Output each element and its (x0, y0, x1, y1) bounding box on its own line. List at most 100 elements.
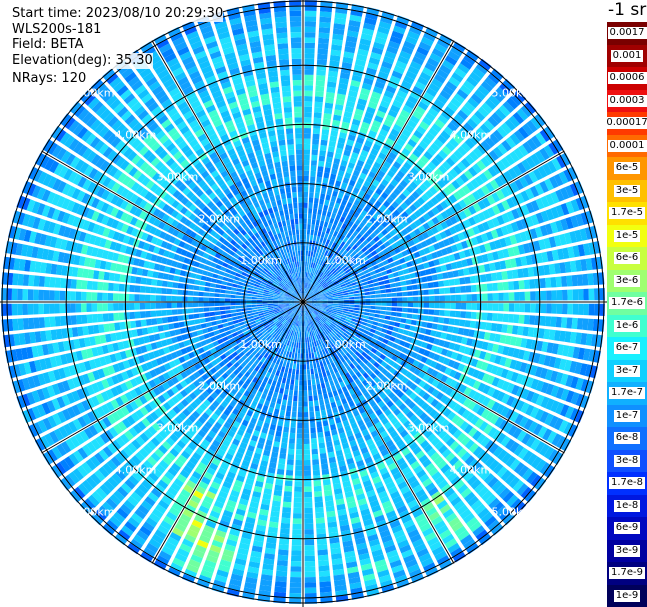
ray-cell (352, 4, 364, 7)
ray-cell (352, 360, 359, 367)
ray-cell (178, 321, 185, 328)
ray-cell (494, 333, 501, 343)
ray-cell (324, 167, 331, 174)
ray-cell (286, 459, 294, 466)
ray-cell (325, 270, 331, 276)
ray-cell (307, 218, 312, 225)
ray-cell (534, 150, 546, 163)
ray-cells (1, 0, 605, 604)
ray-cell (377, 336, 384, 342)
ray-cell (405, 319, 412, 325)
ray-cell (344, 144, 353, 152)
ray-cell (365, 12, 378, 21)
ray-cell (514, 292, 520, 301)
ray-cell (354, 296, 360, 299)
ray-cell (445, 208, 454, 217)
ray-cell (320, 404, 326, 411)
ray-cell (317, 43, 329, 50)
ray-cell (461, 409, 471, 419)
ray-cell (466, 118, 478, 129)
ray-cell (337, 331, 343, 337)
ray-cell (303, 396, 308, 402)
ray-cell (377, 224, 385, 232)
ray-cell (440, 264, 447, 272)
ray-cell (579, 411, 585, 424)
ray-cell (465, 285, 472, 293)
ray-cell (480, 274, 487, 283)
ray-cell (287, 400, 292, 407)
ray-cell (496, 271, 503, 281)
ray-cell (173, 322, 180, 329)
ray-cell (372, 404, 380, 412)
ray-cell (464, 276, 471, 284)
ray-cell (322, 274, 327, 280)
ray-cell (108, 323, 116, 332)
ray-cell (476, 312, 483, 320)
ray-cell (388, 237, 395, 245)
ray-cell (549, 176, 559, 189)
ray-cell (317, 209, 322, 215)
ray-cell (319, 259, 324, 266)
ray-cell (375, 156, 384, 165)
ray-cell (340, 327, 346, 332)
ray-cell (103, 323, 110, 333)
ray-cell (482, 303, 488, 311)
ray-cell (193, 313, 200, 319)
ray-cell (285, 383, 290, 390)
ray-cell (414, 81, 426, 91)
ray-cell (407, 30, 420, 41)
ray-cell (366, 323, 373, 328)
ray-cell (403, 433, 412, 443)
ray-cell (304, 128, 311, 134)
ray-cell (334, 152, 342, 160)
ray-cell (383, 119, 393, 128)
ray-cell (411, 190, 420, 200)
ray-cell (331, 356, 337, 362)
ray-cell (316, 270, 321, 276)
ray-cell (326, 292, 333, 296)
ray-cell (309, 308, 314, 312)
ray-cell (381, 376, 389, 384)
ray-cell (304, 138, 311, 145)
ray-cell (423, 262, 430, 269)
ray-cell (539, 147, 550, 161)
ray-cell (507, 424, 518, 437)
ray-cell (495, 366, 504, 377)
ray-cell (395, 317, 402, 323)
ray-cell (393, 174, 402, 183)
ray-cell (311, 379, 316, 385)
ray-cell (298, 396, 303, 402)
ray-cell (472, 525, 485, 537)
ray-cell (464, 154, 475, 165)
ray-cell (418, 249, 426, 257)
ray-cell (349, 276, 355, 281)
ray-cell (311, 374, 315, 380)
ray-cell (316, 305, 322, 308)
ray-cell (325, 92, 335, 99)
ray-cell (357, 259, 364, 265)
ray-cell (454, 278, 461, 286)
ray-cell (304, 271, 306, 278)
ray-cell (331, 242, 337, 248)
ray-cell (331, 311, 337, 315)
ray-cell (329, 345, 334, 351)
ray-cell (337, 260, 343, 266)
ray-cell (317, 431, 324, 438)
ray-cell (406, 313, 413, 319)
ray-cell (362, 358, 369, 365)
ray-cell (398, 352, 406, 360)
ray-cell (331, 44, 342, 51)
ray-cell (329, 54, 341, 62)
ray-cell (423, 309, 429, 315)
ray-cell (394, 247, 401, 254)
ray-cell (320, 266, 325, 273)
ray-cell (397, 55, 410, 65)
ray-cell (382, 435, 392, 443)
ray-cell (487, 303, 493, 311)
ray-cell (490, 272, 498, 281)
ray-cell (311, 305, 317, 308)
ray-cell (329, 217, 335, 224)
ray-cell (339, 336, 345, 342)
ray-cell (539, 443, 550, 457)
ray-cell (320, 188, 327, 195)
